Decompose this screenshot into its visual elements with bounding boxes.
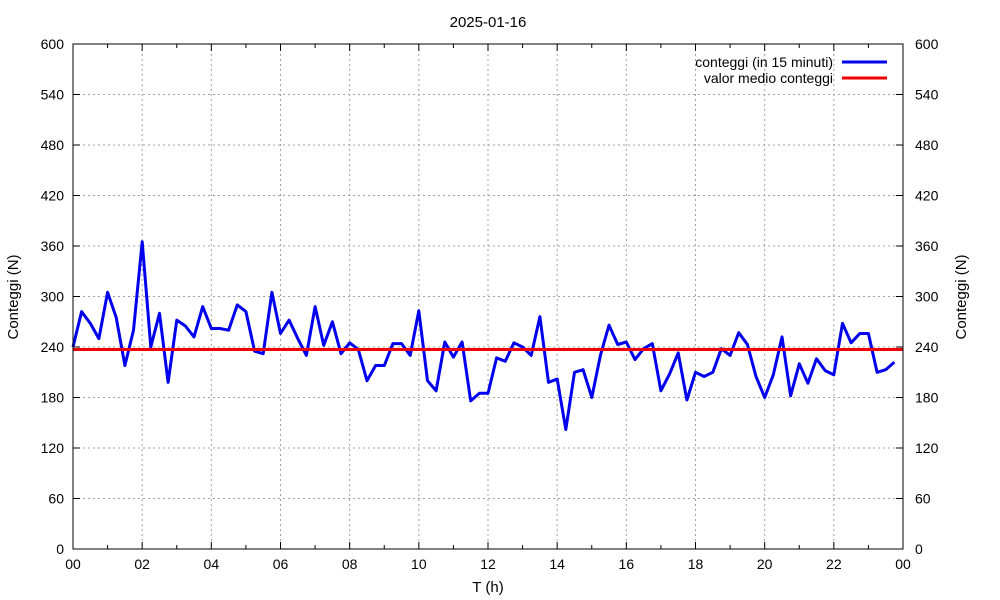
y2-tick-label: 360 (915, 238, 939, 254)
y-tick-label: 300 (41, 289, 65, 305)
series-layer (71, 240, 903, 431)
y2-tick-label: 180 (915, 390, 939, 406)
y-tick-label: 0 (56, 541, 64, 557)
y2-tick-label: 420 (915, 188, 939, 204)
y2-tick-label: 120 (915, 440, 939, 456)
x-tick-label: 16 (619, 556, 635, 572)
x-tick-label: 04 (204, 556, 220, 572)
y-tick-label: 420 (41, 188, 65, 204)
x-tick-label: 10 (411, 556, 427, 572)
y-axis-title: Conteggi (N) (5, 254, 22, 339)
legend-label-2: valor medio conteggi (704, 70, 833, 86)
y-tick-label: 120 (41, 440, 65, 456)
x-tick-label: 06 (273, 556, 289, 572)
y-tick-label: 480 (41, 137, 65, 153)
y2-axis-title: Conteggi (N) (953, 254, 970, 339)
chart-title: 2025-01-16 (450, 14, 527, 31)
y2-tick-label: 60 (915, 491, 931, 507)
y2-tick-label: 540 (915, 87, 939, 103)
y-tick-label: 600 (41, 36, 65, 52)
y-tick-label: 180 (41, 390, 65, 406)
grid-lines (73, 44, 903, 549)
y2-tick-label: 480 (915, 137, 939, 153)
y2-tick-label: 600 (915, 36, 939, 52)
x-tick-label: 08 (342, 556, 358, 572)
y-tick-label: 240 (41, 339, 65, 355)
y2-tick-label: 240 (915, 339, 939, 355)
y-tick-label: 540 (41, 87, 65, 103)
x-tick-label: 20 (757, 556, 773, 572)
x-tick-label: 12 (480, 556, 496, 572)
x-tick-label: 14 (549, 556, 565, 572)
x-axis-title: T (h) (472, 579, 503, 596)
y-tick-label: 360 (41, 238, 65, 254)
x-tick-label: 02 (134, 556, 150, 572)
x-tick-label: 22 (826, 556, 842, 572)
legend-label-1: conteggi (in 15 minuti) (695, 54, 833, 70)
x-tick-label: 00 (65, 556, 81, 572)
x-tick-label: 18 (688, 556, 704, 572)
legend: conteggi (in 15 minuti)valor medio conte… (695, 54, 887, 86)
x-tick-label: 00 (895, 556, 911, 572)
y2-tick-label: 0 (915, 541, 923, 557)
y2-tick-label: 300 (915, 289, 939, 305)
y-tick-label: 60 (48, 491, 64, 507)
series-line-1 (71, 240, 896, 431)
